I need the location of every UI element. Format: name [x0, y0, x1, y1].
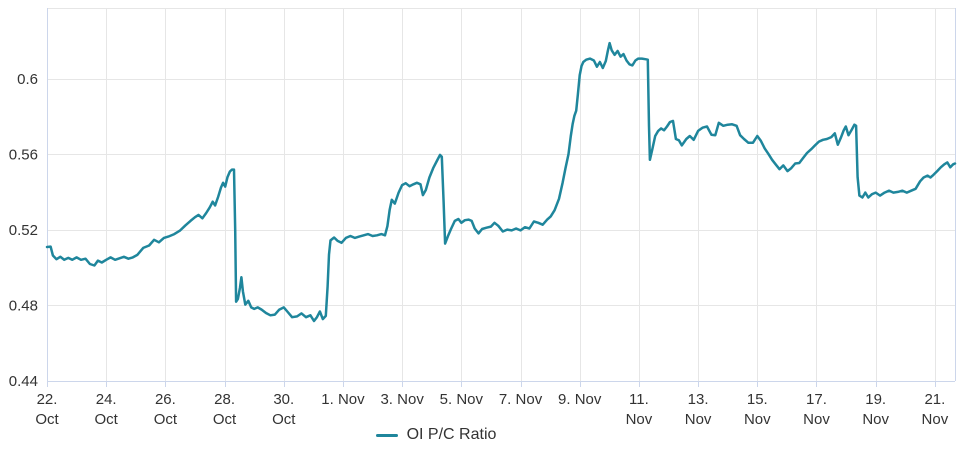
y-axis-label: 0.52 [9, 222, 38, 239]
y-axis-label: 0.48 [9, 297, 38, 314]
legend-line-swatch-icon [375, 433, 398, 437]
x-axis-label: Nov [803, 411, 830, 424]
x-axis-label: 1. Nov [321, 391, 365, 408]
x-axis-label: 19. [865, 391, 886, 408]
x-axis-label: 24. [96, 391, 117, 408]
x-axis-label: Nov [744, 411, 771, 424]
x-axis-label: Nov [626, 411, 653, 424]
x-axis-label: 30. [273, 391, 294, 408]
x-axis-label: 7. Nov [499, 391, 543, 408]
x-axis-label: 13. [688, 391, 709, 408]
x-axis-label: Oct [95, 411, 119, 424]
x-axis-label: 26. [155, 391, 176, 408]
x-axis-label: 21. [924, 391, 945, 408]
legend-item-oi-pc-ratio[interactable]: OI P/C Ratio [0, 427, 918, 443]
y-axis-label: 0.56 [9, 146, 38, 163]
x-axis-label: 5. Nov [440, 391, 484, 408]
x-axis-label: Oct [154, 411, 178, 424]
x-axis-label: Nov [685, 411, 712, 424]
y-axis-label: 0.6 [17, 71, 38, 88]
x-axis-label: Oct [35, 411, 59, 424]
x-axis-label: Nov [862, 411, 889, 424]
x-axis-label: 28. [214, 391, 235, 408]
x-axis-label: Oct [213, 411, 237, 424]
y-axis-label: 0.44 [9, 373, 38, 390]
legend-label: OI P/C Ratio [406, 426, 497, 443]
x-axis-label: 9. Nov [558, 391, 602, 408]
x-axis-label: Oct [272, 411, 296, 424]
x-axis-label: 3. Nov [380, 391, 424, 408]
series-line-oi-pc-ratio[interactable] [45, 41, 957, 323]
x-axis-label: 15. [747, 391, 768, 408]
chart-plot-area[interactable]: 0.44 0.48 0.52 0.56 0.6 22. Oct 24. Oct 26. Oct 28.… [0, 0, 964, 428]
x-axis-label: 11. [629, 391, 649, 408]
x-axis-label: 22. [37, 391, 58, 408]
x-axis-label: 17. [806, 391, 827, 408]
x-axis-label: Nov [922, 411, 949, 424]
